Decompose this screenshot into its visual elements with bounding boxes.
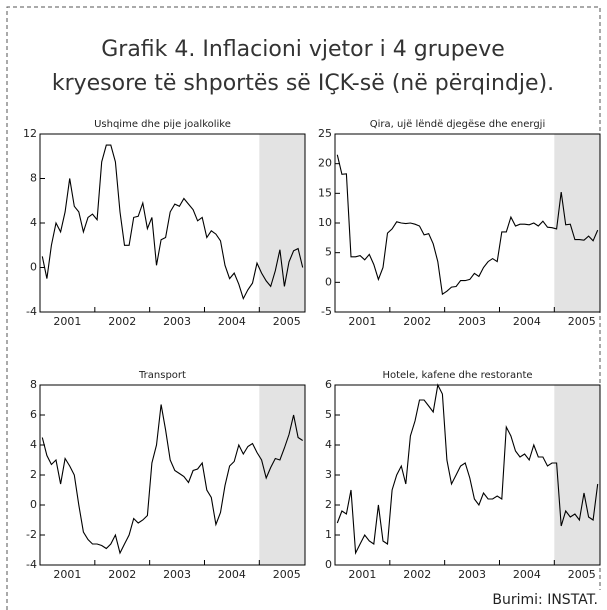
y-tick-label: 5: [325, 246, 332, 259]
y-tick-label: 1: [325, 528, 332, 541]
x-tick-label: 2003: [458, 568, 486, 581]
y-tick-label: 6: [30, 408, 37, 421]
x-tick-label: 2004: [513, 568, 541, 581]
y-tick-label: 0: [30, 498, 37, 511]
x-tick-label: 2001: [53, 315, 81, 328]
y-tick-label: 8: [30, 172, 37, 185]
series-line: [41, 144, 304, 301]
shaded-region: [259, 134, 305, 312]
y-tick-label: 25: [318, 127, 332, 140]
y-tick-label: 4: [325, 438, 332, 451]
x-tick-label: 2004: [218, 315, 246, 328]
source: Burimi: INSTAT.: [492, 592, 598, 608]
x-tick-label: 2001: [53, 568, 81, 581]
panel-title: Hotele, kafene dhe restorante: [382, 370, 532, 381]
x-tick-label: 2001: [348, 315, 376, 328]
panel-title: Transport: [138, 370, 186, 381]
y-tick-label: 20: [318, 157, 332, 170]
series-line: [336, 383, 599, 556]
y-tick-label: 3: [325, 468, 332, 481]
y-tick-label: 0: [30, 261, 37, 274]
x-tick-label: 2005: [273, 315, 301, 328]
x-tick-label: 2005: [568, 568, 596, 581]
y-tick-label: 6: [325, 378, 332, 391]
x-tick-label: 2003: [163, 315, 191, 328]
y-tick-label: 15: [318, 186, 332, 199]
y-tick-label: -2: [26, 528, 37, 541]
y-tick-label: 4: [30, 438, 37, 451]
shaded-region: [554, 385, 600, 565]
x-tick-label: 2005: [273, 568, 301, 581]
y-tick-label: 2: [30, 468, 37, 481]
series-line: [336, 154, 599, 296]
x-tick-label: 2001: [348, 568, 376, 581]
x-tick-label: 2004: [218, 568, 246, 581]
x-tick-label: 2002: [108, 568, 136, 581]
y-tick-label: 5: [325, 408, 332, 421]
x-tick-label: 2005: [568, 315, 596, 328]
y-tick-label: -4: [26, 305, 37, 318]
x-tick-label: 2004: [513, 315, 541, 328]
y-tick-label: -4: [26, 558, 37, 571]
series-line: [41, 404, 304, 555]
y-tick-label: -5: [321, 305, 332, 318]
y-tick-label: 4: [30, 216, 37, 229]
x-tick-label: 2002: [108, 315, 136, 328]
title-line: Grafik 4. Inflacioni vjetor i 4 grupeve: [101, 37, 505, 62]
x-tick-label: 2003: [163, 568, 191, 581]
x-tick-label: 2003: [458, 315, 486, 328]
shaded-region: [554, 134, 600, 312]
y-tick-label: 0: [325, 558, 332, 571]
y-tick-label: 10: [318, 216, 332, 229]
x-tick-label: 2002: [403, 568, 431, 581]
y-tick-label: 0: [325, 275, 332, 288]
panel-title: Ushqime dhe pije joalkolike: [94, 119, 231, 130]
y-tick-label: 2: [325, 498, 332, 511]
shaded-region: [259, 385, 305, 565]
title-line: kryesore të shportës së IÇK-së (në përqi…: [52, 71, 554, 96]
panel-title: Qira, ujë lëndë djegëse dhe energji: [370, 119, 545, 130]
y-tick-label: 12: [23, 127, 37, 140]
y-tick-label: 8: [30, 378, 37, 391]
x-tick-label: 2002: [403, 315, 431, 328]
